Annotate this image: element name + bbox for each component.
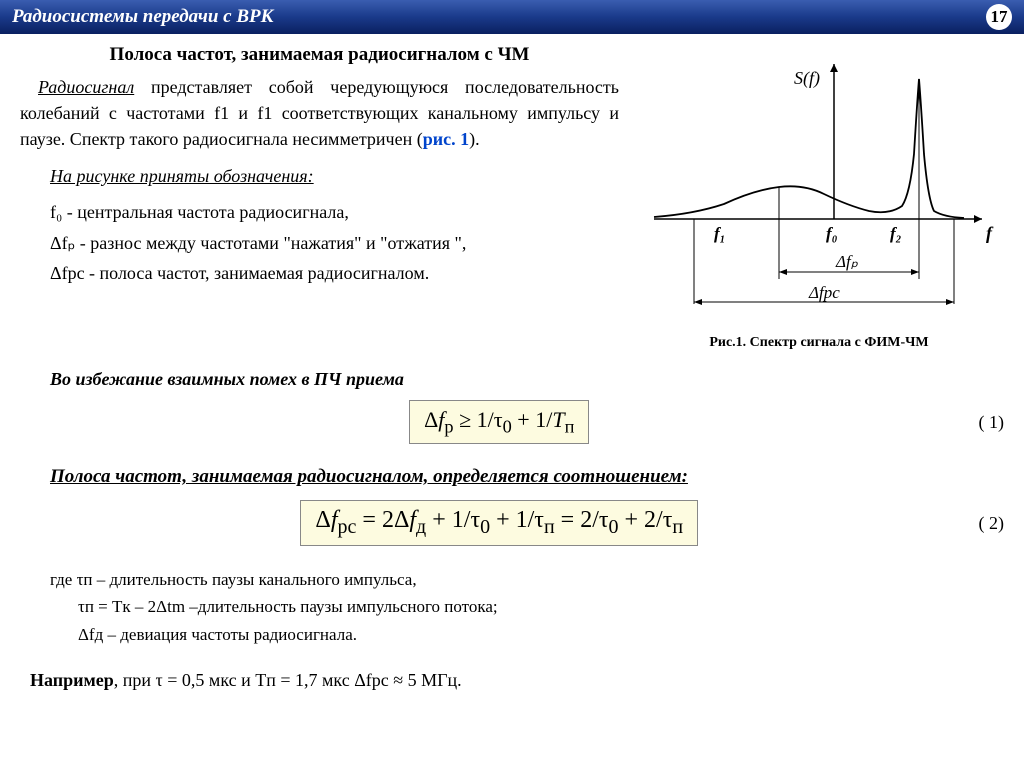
def-dfp: Δfₚ - разнос между частотами "нажатия" и… [50,228,619,259]
page-number: 17 [986,4,1012,30]
eq1-number: ( 1) [979,412,1005,433]
intro-paragraph: Радиосигнал представляет собой чередующу… [20,74,619,152]
lead-word: Радиосигнал [38,77,134,97]
definitions-list: f₀ - центральная частота радиосигнала, Δ… [50,197,619,289]
chart-dfp: Δfₚ [835,252,859,271]
chart-xlabel: f [986,223,994,243]
equation-2: Δfрс = 2Δfд + 1/τ0 + 1/τп = 2/τ0 + 2/τп [300,500,698,546]
header-title: Радиосистемы передачи с ВРК [12,6,274,28]
figure-caption: Рис.1. Спектр сигнала с ФИМ-ЧМ [634,335,1004,351]
example-line: Например, при τ = 0,5 мкс и Tп = 1,7 мкс… [30,670,1004,691]
paragraph-tail: ). [469,129,480,149]
two-column-layout: Полоса частот, занимаемая радиосигналом … [20,44,1004,351]
def-dfrc: Δfрс - полоса частот, занимаемая радиоси… [50,258,619,289]
chart-ylabel: S(f) [794,68,820,89]
where-line-2: τп = Tк – 2Δtm –длительность паузы импул… [78,593,1004,620]
equation-2-row: Δfрс = 2Δfд + 1/τ0 + 1/τп = 2/τ0 + 2/τп … [20,500,1004,546]
slide-content: Полоса частот, занимаемая радиосигналом … [0,34,1024,701]
notation-heading: На рисунке приняты обозначения: [50,166,619,187]
where-line-3: Δfд – девиация частоты радиосигнала. [78,621,1004,648]
example-rest: , при τ = 0,5 мкс и Tп = 1,7 мкс Δfрс ≈ … [114,670,462,690]
eq2-number: ( 2) [979,513,1005,534]
chart-f1: f₁ [714,224,726,243]
right-column: S(f) f f₁ f₀ f₂ Δfₚ Δfрс Рис.1. Спектр с… [634,44,1004,351]
chart-f2: f₂ [890,224,902,243]
equation-1-row: Δfр ≥ 1/τ0 + 1/Tп ( 1) [20,400,1004,444]
where-line-1: где τп – длительность паузы канального и… [50,566,1004,593]
bandwidth-heading: Полоса частот, занимаемая радиосигналом,… [50,466,1004,488]
slide-header: Радиосистемы передачи с ВРК 17 [0,0,1024,34]
where-block: где τп – длительность паузы канального и… [50,566,1004,648]
def-f0: f₀ - центральная частота радиосигнала, [50,197,619,228]
chart-dfrc: Δfрс [808,283,840,302]
interference-heading: Во избежание взаимных помех в ПЧ приема [50,369,1004,390]
equation-1: Δfр ≥ 1/τ0 + 1/Tп [409,400,589,444]
chart-f0: f₀ [826,224,838,243]
spectrum-chart: S(f) f f₁ f₀ f₂ Δfₚ Δfрс [634,54,1004,324]
example-lead: Например [30,670,114,690]
figure-link[interactable]: рис. 1 [423,129,469,149]
left-column: Полоса частот, занимаемая радиосигналом … [20,44,634,351]
section-title: Полоса частот, занимаемая радиосигналом … [20,44,619,66]
